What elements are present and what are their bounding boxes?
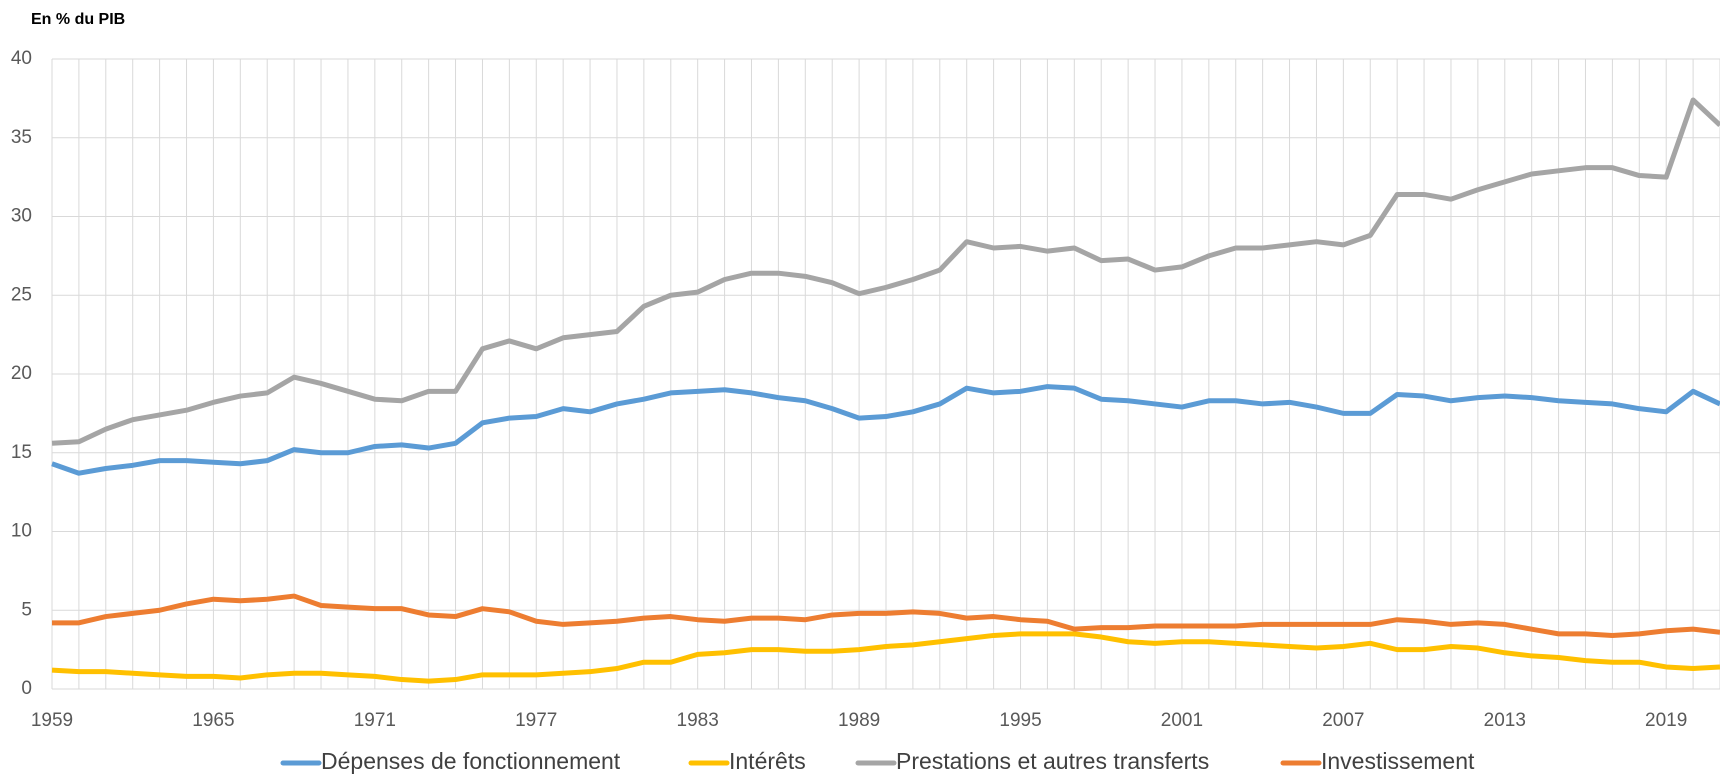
y-tick-label: 5 [21,599,32,620]
line-series [51,631,1720,684]
x-tick-label: 1989 [838,710,880,731]
line-series [51,97,1720,446]
x-tick-label: 2007 [1322,710,1364,731]
legend-label: Prestations et autres transferts [896,748,1209,774]
x-tick-label: 2019 [1645,710,1687,731]
legend-label: Investissement [1321,748,1475,774]
x-tick-label: 2013 [1484,710,1526,731]
y-tick-label: 40 [11,48,32,69]
y-tick-label: 30 [11,206,32,227]
legend-label: Intérêts [729,748,806,774]
x-tick-label: 1971 [354,710,396,731]
x-tick-label: 2001 [1161,710,1203,731]
x-tick-label: 1959 [31,710,73,731]
x-tick-label: 1965 [192,710,234,731]
x-tick-label: 1995 [999,710,1041,731]
y-tick-label: 20 [11,363,32,384]
x-tick-label: 1983 [677,710,719,731]
line-series [52,593,1720,638]
legend-label: Dépenses de fonctionnement [321,748,621,774]
x-tick-label: 1977 [515,710,557,731]
y-tick-label: 0 [21,678,32,699]
y-tick-label: 35 [11,127,32,148]
line-series [51,384,1720,476]
y-tick-label: 25 [11,284,32,305]
chart-title: En % du PIB [31,11,125,28]
y-tick-label: 15 [11,442,32,463]
y-tick-label: 10 [11,521,32,542]
